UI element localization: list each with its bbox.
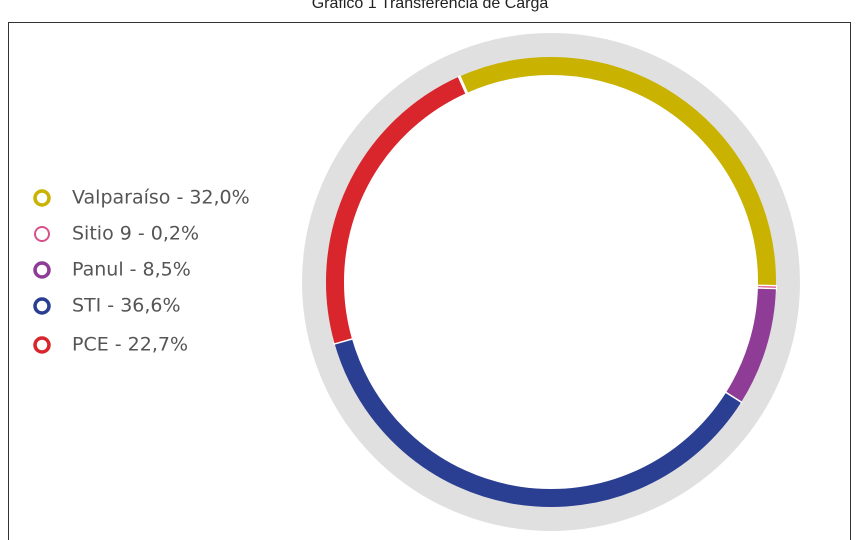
- legend-label: PCE - 22,7%: [72, 334, 188, 356]
- legend-marker: [33, 261, 51, 279]
- legend-label: Sitio 9 - 0,2%: [72, 223, 199, 245]
- legend-marker: [33, 297, 51, 315]
- chart-title: Gráfico 1 Transferencia de Carga: [312, 0, 549, 12]
- legend-label: Valparaíso - 32,0%: [72, 187, 250, 209]
- donut-segment: [326, 76, 467, 344]
- donut-segment: [334, 338, 741, 507]
- segment-gap: [457, 75, 469, 95]
- legend-label: Panul - 8,5%: [72, 259, 191, 281]
- donut-segment: [725, 288, 776, 403]
- legend-label: STI - 36,6%: [72, 295, 181, 317]
- legend-marker: [33, 189, 51, 207]
- frame: [8, 22, 851, 540]
- legend-marker: [33, 336, 51, 354]
- donut-segment: [459, 57, 776, 287]
- legend-marker: [34, 226, 50, 242]
- ring-track: [302, 33, 800, 531]
